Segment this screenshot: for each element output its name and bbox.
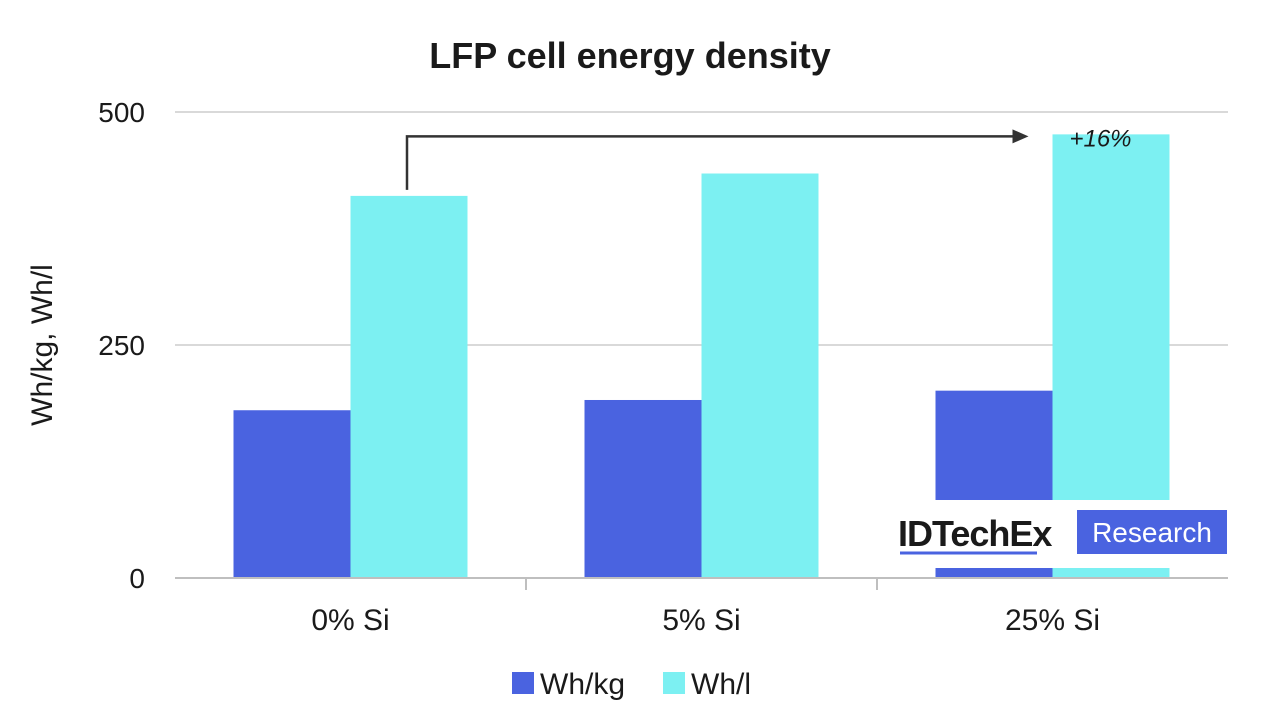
y-axis-ticks: 0 250 500	[98, 97, 145, 594]
bars	[233, 134, 1170, 579]
category-label-0: 0% Si	[311, 604, 389, 637]
growth-annotation: +16%	[405, 125, 1132, 190]
category-labels: 0% Si 5% Si 25% Si	[311, 604, 1100, 637]
y-tick-label-0: 0	[129, 563, 145, 594]
bar-whl-0	[350, 195, 468, 578]
y-tick-label-500: 500	[98, 97, 145, 128]
legend: Wh/kg Wh/l	[512, 668, 751, 701]
bar-whl-1	[701, 173, 819, 578]
annotation-arrow-head	[1012, 129, 1029, 144]
annotation-label: +16%	[1069, 125, 1131, 152]
bar-whkg-1	[584, 399, 702, 578]
y-tick-label-250: 250	[98, 330, 145, 361]
category-label-1: 5% Si	[662, 604, 740, 637]
bar-whkg-0	[233, 410, 351, 578]
category-label-2: 25% Si	[1005, 604, 1100, 637]
legend-label-0: Wh/kg	[540, 668, 625, 701]
legend-label-1: Wh/l	[691, 668, 751, 701]
annotation-arrow-line	[405, 135, 1015, 190]
legend-swatch-1	[663, 672, 685, 694]
logo-brand-text: IDTechEx	[898, 513, 1052, 554]
logo-suffix-box	[1077, 510, 1227, 554]
idtechex-logo: IDTechEx Research	[885, 500, 1230, 568]
x-axis	[175, 577, 1228, 590]
chart-title: LFP cell energy density	[429, 35, 830, 76]
legend-swatch-0	[512, 672, 534, 694]
y-axis-label: Wh/kg, Wh/l	[26, 264, 59, 426]
logo-suffix-text: Research	[1092, 517, 1212, 548]
